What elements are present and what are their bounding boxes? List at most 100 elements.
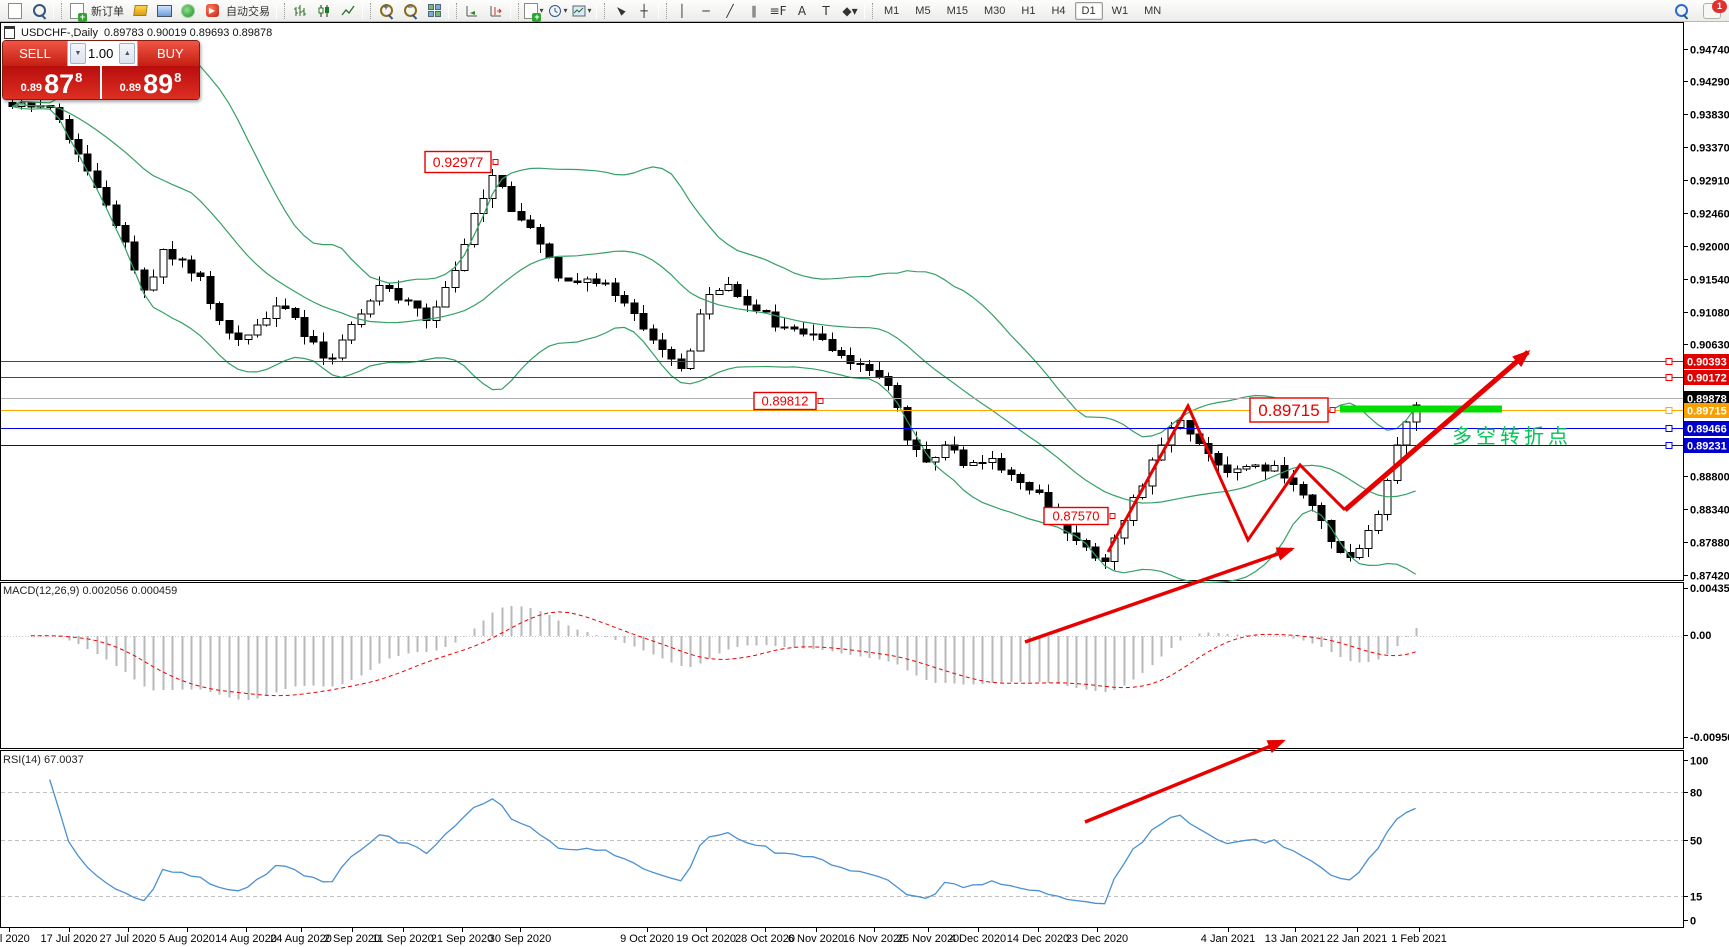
- text-label-icon[interactable]: T: [822, 3, 830, 18]
- rsi-trend-arrow[interactable]: [1084, 739, 1286, 824]
- text-icon[interactable]: A: [797, 3, 807, 18]
- price-axis-tick: 0.87880: [1690, 538, 1729, 550]
- timeframe-m5[interactable]: M5: [915, 4, 931, 17]
- annotation-handle[interactable]: [1329, 407, 1336, 413]
- date-axis-label: 6 Nov 2020: [788, 933, 844, 945]
- green-resistance-bar[interactable]: [1340, 405, 1502, 413]
- price-badge: [1684, 438, 1729, 453]
- macd-axis-tick: 0.00: [1690, 630, 1711, 642]
- chart-shift-icon[interactable]: [485, 1, 507, 21]
- annotation-box[interactable]: [1249, 397, 1329, 423]
- price-axis-tick: 0.88800: [1690, 472, 1729, 484]
- buy-price-prefix: 0.89: [119, 82, 142, 94]
- bollinger-lower[interactable]: [11, 106, 1416, 584]
- timeframe-w1[interactable]: W1: [1111, 4, 1129, 17]
- date-axis-label: 16 Nov 2020: [843, 933, 905, 945]
- shapes-icon[interactable]: ◆▾: [842, 3, 858, 18]
- rsi-panel[interactable]: [0, 750, 1684, 928]
- price-axis-tick: 0.87420: [1690, 571, 1729, 583]
- timeframe-m1[interactable]: M1: [884, 4, 900, 17]
- periods-icon[interactable]: ▾: [547, 1, 569, 21]
- channel-icon[interactable]: ∥: [751, 3, 757, 18]
- buy-price-big: 89: [143, 69, 174, 99]
- zoom-out-icon[interactable]: −: [399, 1, 421, 21]
- annotation-box[interactable]: [424, 150, 492, 174]
- annotation-text: 0.89812: [762, 394, 809, 409]
- rsi-line[interactable]: [49, 779, 1416, 905]
- timeframe-h4[interactable]: H4: [1051, 4, 1066, 17]
- bollinger-middle[interactable]: [11, 104, 1416, 504]
- bar-chart-type-icon[interactable]: [289, 1, 311, 21]
- templates-icon[interactable]: ▾: [571, 1, 593, 21]
- price-axis-tick: 0.92910: [1690, 176, 1729, 188]
- new-order-button[interactable]: 新订单: [91, 5, 124, 18]
- volume-input[interactable]: 1.00: [88, 46, 114, 61]
- auto-scroll-icon[interactable]: [461, 1, 483, 21]
- sell-price-tile[interactable]: 0.89 87 8: [3, 66, 102, 99]
- sell-button[interactable]: SELL: [3, 41, 67, 66]
- date-axis-label: 14 Aug 2020: [215, 933, 277, 945]
- chart-preview-icon[interactable]: [28, 1, 50, 21]
- tile-windows-icon[interactable]: [423, 1, 445, 21]
- volume-decrease-button[interactable]: ▼: [70, 43, 86, 64]
- timeframe-mn[interactable]: MN: [1144, 4, 1162, 17]
- ohlc-values: 0.89783 0.90019 0.89693 0.89878: [104, 26, 273, 39]
- trend-arrow-main[interactable]: [1343, 350, 1531, 512]
- buy-button[interactable]: BUY: [138, 41, 199, 66]
- horizontal-line-icon[interactable]: ─: [702, 3, 710, 18]
- date-axis-label: 1 Feb 2021: [1391, 933, 1447, 945]
- turning-point-label[interactable]: 多空转折点: [1452, 425, 1572, 448]
- line-handle[interactable]: [1665, 407, 1673, 414]
- indicators-icon[interactable]: + ▾: [523, 1, 545, 22]
- annotation-text: 0.89715: [1258, 401, 1319, 420]
- main-panel[interactable]: [0, 22, 1684, 581]
- sell-price-big: 87: [44, 69, 75, 99]
- line-chart-type-icon[interactable]: [337, 1, 359, 21]
- buy-price-tile[interactable]: 0.89 89 8: [102, 66, 199, 99]
- macd-trend-arrow[interactable]: [1024, 547, 1295, 644]
- zoom-in-icon[interactable]: +: [375, 1, 397, 21]
- price-badge-text: 0.89878: [1687, 394, 1727, 406]
- separator: [658, 2, 667, 19]
- timeframe-h1[interactable]: H1: [1021, 4, 1036, 17]
- autotrading-button[interactable]: 自动交易: [226, 5, 270, 18]
- line-handle[interactable]: [1665, 358, 1673, 365]
- signals-icon[interactable]: [177, 1, 199, 21]
- annotation-box[interactable]: [753, 391, 817, 411]
- buy-price-sup: 8: [174, 70, 182, 85]
- price-axis-tick: 0.92460: [1690, 209, 1729, 221]
- candlestick-type-icon[interactable]: [313, 1, 335, 21]
- volume-stepper: ▼ 1.00 ▲: [67, 41, 139, 66]
- price-badge-text: 0.89715: [1687, 406, 1727, 418]
- line-handle[interactable]: [1665, 374, 1673, 381]
- annotation-handle[interactable]: [1109, 513, 1116, 519]
- fibonacci-icon[interactable]: ≡F: [769, 3, 787, 18]
- autotrading-icon[interactable]: ▶: [201, 1, 223, 21]
- annotation-box[interactable]: [1043, 506, 1109, 526]
- chart-window-icon[interactable]: [4, 1, 26, 21]
- new-order-icon[interactable]: +: [66, 1, 88, 22]
- annotation-handle[interactable]: [492, 159, 499, 165]
- timeframe-m30[interactable]: M30: [983, 4, 1006, 17]
- timeframe-d1[interactable]: D1: [1074, 1, 1103, 20]
- line-handle[interactable]: [1665, 442, 1673, 449]
- price-badge: [1684, 403, 1729, 418]
- date-axis-label: 9 Oct 2020: [620, 933, 674, 945]
- volume-increase-button[interactable]: ▲: [119, 43, 136, 64]
- crosshair-icon[interactable]: ┼: [640, 3, 648, 18]
- notifications-icon[interactable]: 1: [1703, 0, 1727, 19]
- macd-panel[interactable]: [0, 582, 1684, 749]
- annotation-handle[interactable]: [817, 398, 824, 404]
- terminal-icon[interactable]: [153, 1, 175, 21]
- timeframe-m15[interactable]: M15: [946, 4, 968, 17]
- separator: [596, 2, 605, 19]
- search-icon[interactable]: [1670, 1, 1692, 21]
- trend-zigzag[interactable]: [1106, 402, 1347, 553]
- macd-axis-tick: -0.009504: [1690, 732, 1729, 744]
- trendline-icon[interactable]: ╱: [726, 3, 734, 18]
- macd-signal-line[interactable]: [30, 611, 1416, 697]
- vertical-line-icon[interactable]: │: [678, 3, 686, 18]
- date-axis-label: 23 Dec 2020: [1066, 933, 1128, 945]
- line-handle[interactable]: [1665, 425, 1673, 432]
